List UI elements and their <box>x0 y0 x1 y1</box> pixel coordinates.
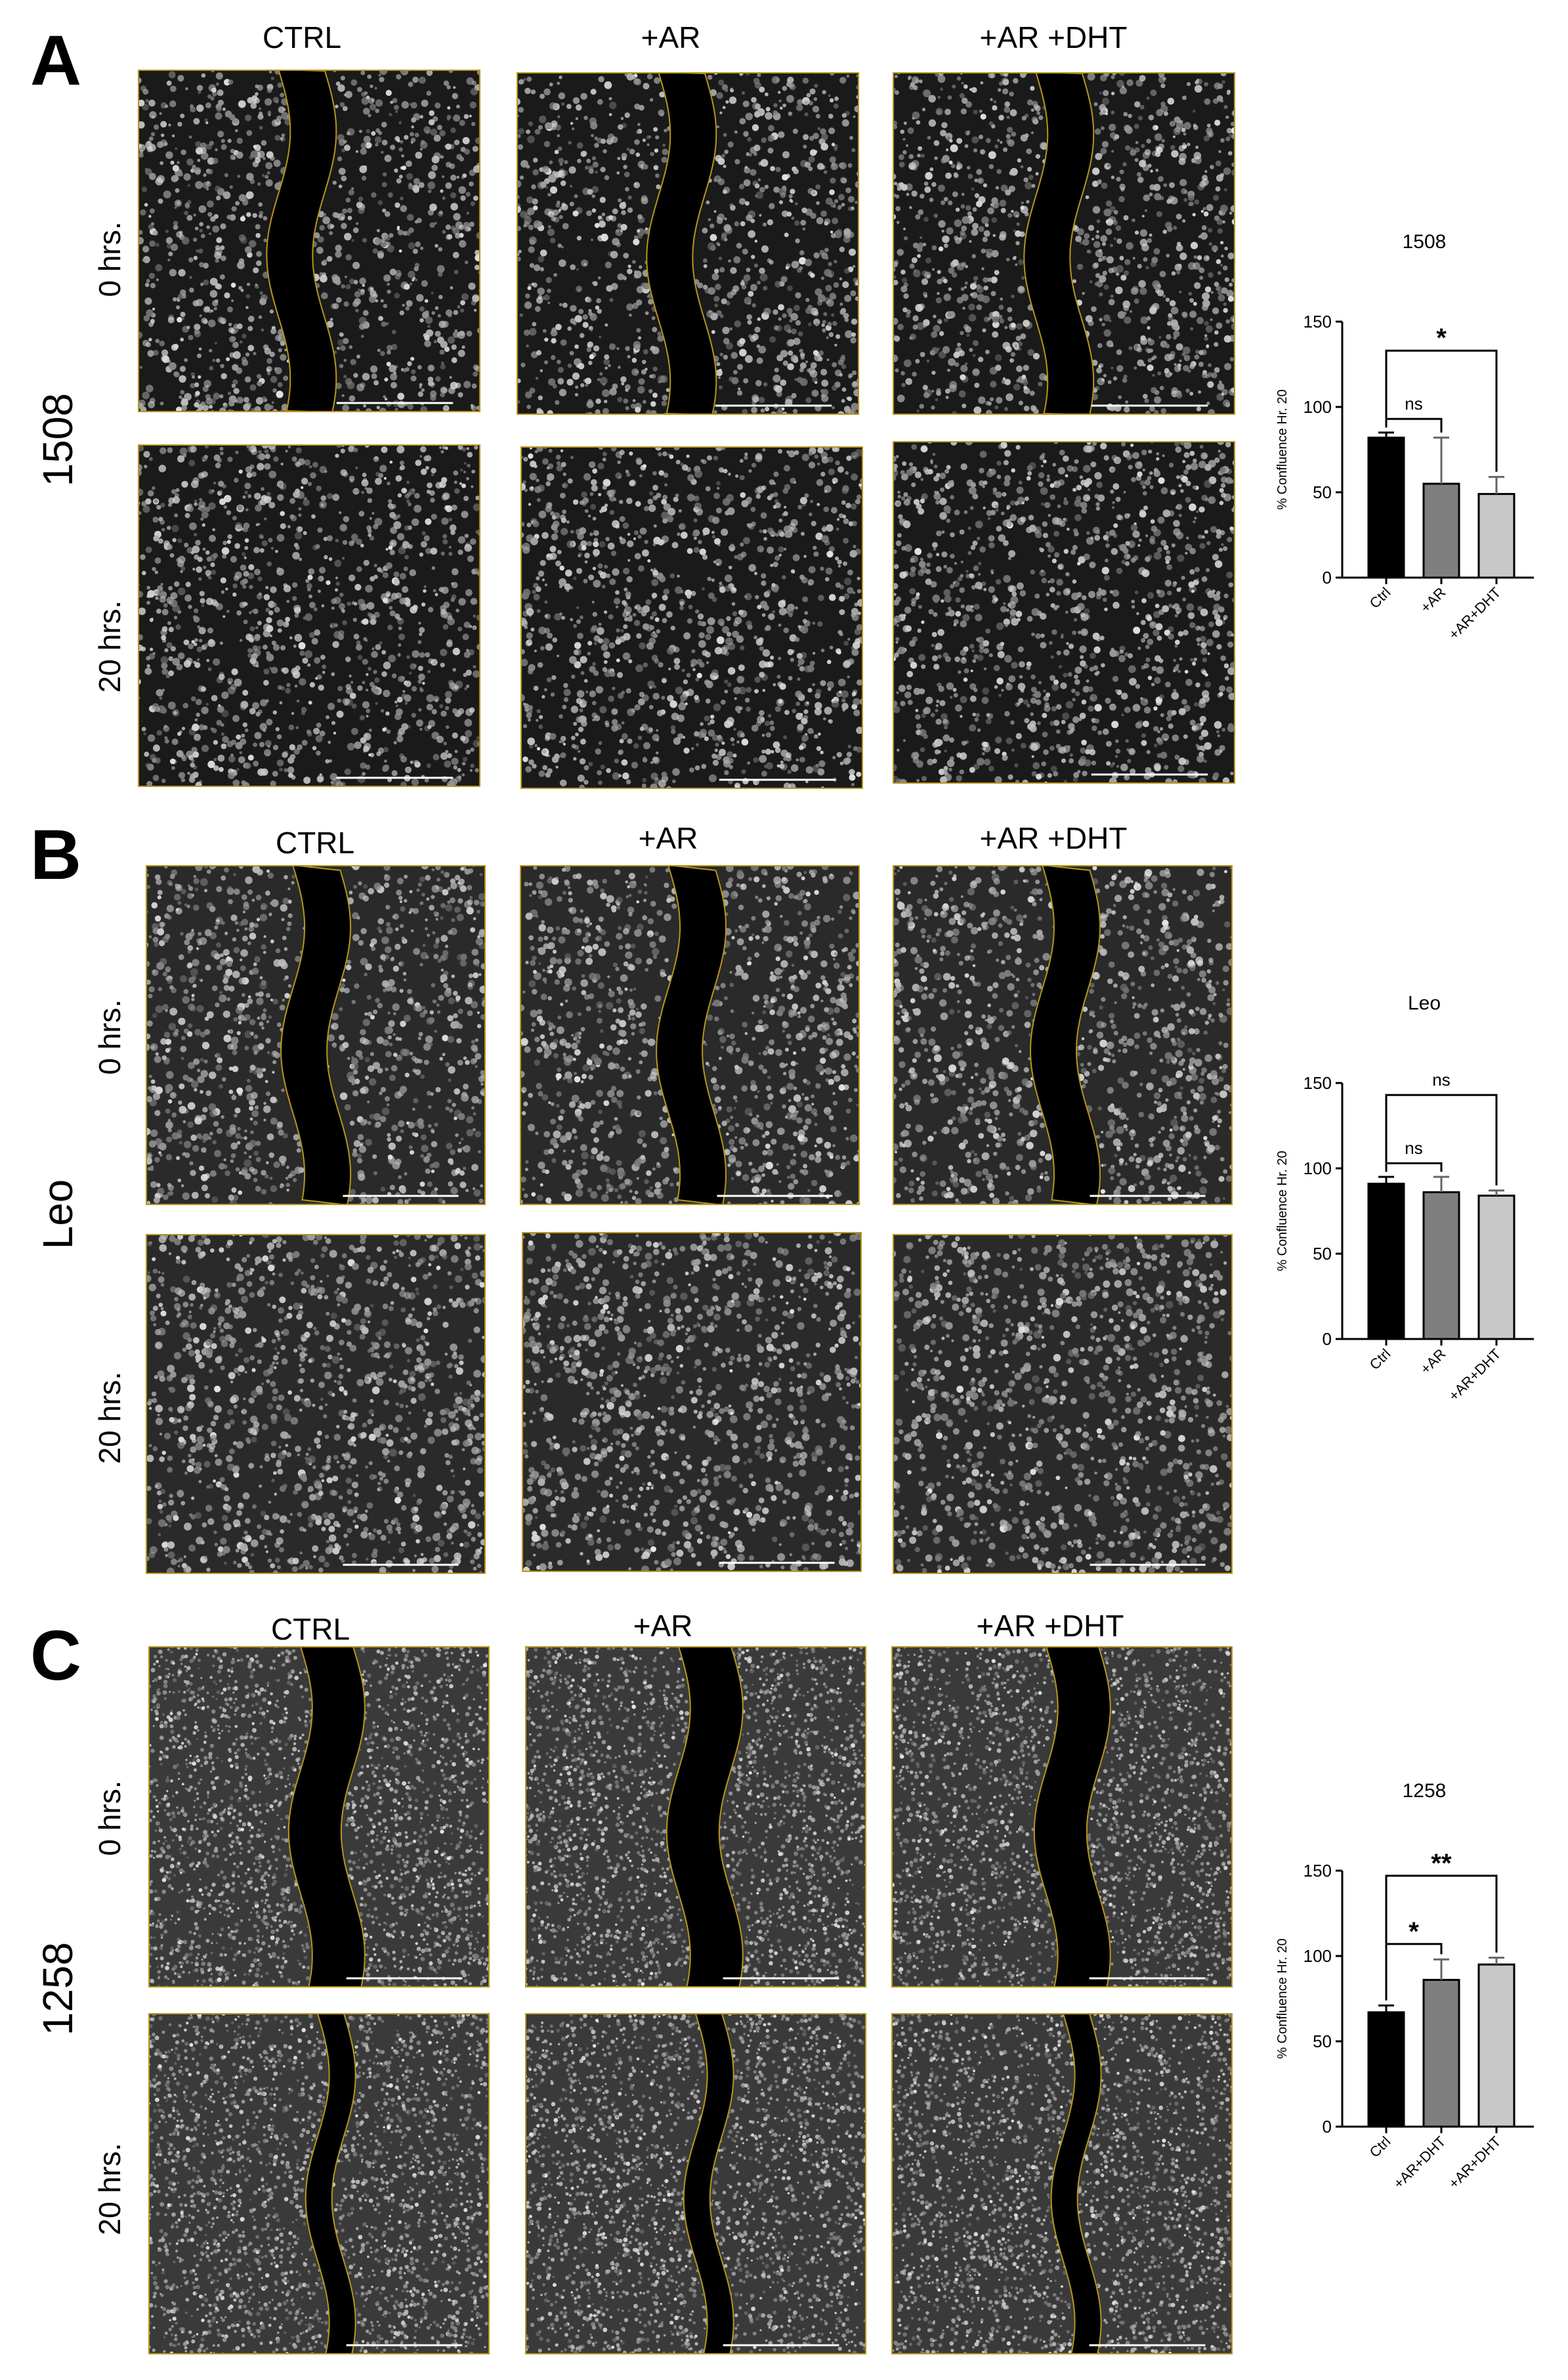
bar <box>1367 1182 1405 1340</box>
bar-chart-1508: 1508 % Confluence Hr. 20 0 50 100 150 Ctrl +AR+… <box>1275 231 1534 643</box>
significance-bracket <box>1385 1875 1498 2001</box>
cell-line-label: Leo <box>33 1179 82 1250</box>
row-label-20-hrs: 20 hrs. <box>92 1372 127 1464</box>
x-tick-label: +AR+DHT <box>1445 1346 1504 1404</box>
x-tick-label: +AR+DHT <box>1445 2133 1504 2192</box>
column-header-ar: +AR <box>639 820 698 856</box>
micrograph-ctrl-0h <box>148 1646 490 1987</box>
y-tick-label: 150 <box>1303 1861 1332 1881</box>
significance-label: ns <box>1432 1070 1450 1090</box>
y-tick-label: 100 <box>1303 1158 1332 1178</box>
x-tick-label: +AR <box>1417 584 1449 616</box>
micrograph-ar-dht-0h <box>891 1646 1233 1987</box>
column-header-ctrl: CTRL <box>263 20 341 55</box>
y-tick-label: 50 <box>1313 1244 1332 1264</box>
micrograph-ar-dht-20h <box>891 2013 1233 2354</box>
chart-title: Leo <box>1408 992 1441 1014</box>
bar <box>1422 482 1460 579</box>
x-tick-label: +AR+DHT <box>1445 584 1504 643</box>
micrograph-ar-0h <box>517 72 859 415</box>
y-tick-label: 150 <box>1303 312 1332 331</box>
x-tick-label: Ctrl <box>1367 584 1394 612</box>
bar <box>1422 1191 1460 1340</box>
row-label-20-hrs: 20 hrs. <box>92 601 127 693</box>
panel-letter-a: A <box>30 25 81 96</box>
significance-bracket <box>1385 349 1498 472</box>
bar <box>1367 436 1405 579</box>
y-tick-label: 0 <box>1323 568 1332 587</box>
y-tick-label: 100 <box>1303 397 1332 417</box>
cell-line-label: 1508 <box>33 393 82 486</box>
column-header-ar-dht: +AR +DHT <box>980 20 1128 55</box>
column-header-ctrl: CTRL <box>276 825 354 861</box>
y-tick-label: 100 <box>1303 1946 1332 1966</box>
micrograph-ar-20h <box>520 446 863 789</box>
column-header-ar: +AR <box>641 20 701 55</box>
significance-bracket <box>1385 1162 1443 1172</box>
panel-letter-c: C <box>30 1620 81 1691</box>
chart-title: 1258 <box>1403 1780 1447 1802</box>
micrograph-ctrl-20h <box>138 444 480 787</box>
micrograph-ar-dht-0h <box>893 865 1233 1205</box>
micrograph-ar-0h <box>525 1646 866 1987</box>
x-tick-label: Ctrl <box>1367 1346 1394 1373</box>
micrograph-ar-dht-0h <box>893 72 1235 415</box>
bar-chart-1258: 1258% Confluence Hr. 20050100150Ctrl+AR+… <box>1275 1780 1534 2192</box>
cell-line-label: 1258 <box>33 1942 82 2035</box>
significance-bracket <box>1385 1094 1498 1185</box>
bar <box>1477 1195 1515 1340</box>
bar <box>1477 493 1515 579</box>
significance-bracket <box>1385 417 1443 433</box>
row-label-20-hrs: 20 hrs. <box>92 2143 127 2236</box>
micrograph-ar-20h <box>522 1232 862 1572</box>
bar <box>1477 1963 1515 2128</box>
micrograph-ar-dht-20h <box>893 1234 1233 1574</box>
bar-chart-leo: Leo % Confluence Hr. 20 0 50 100 150 Ctrl +AR+A… <box>1275 992 1534 1404</box>
column-header-ar: +AR <box>633 1608 693 1644</box>
y-tick-label: 150 <box>1303 1073 1332 1093</box>
micrograph-ctrl-0h <box>138 70 480 412</box>
y-tick-label: 0 <box>1323 2117 1332 2136</box>
y-tick-label: 0 <box>1323 1329 1332 1349</box>
micrograph-ctrl-20h <box>148 2013 490 2354</box>
bar <box>1367 2011 1405 2128</box>
row-label-0-hrs: 0 hrs. <box>92 221 127 297</box>
column-header-ctrl: CTRL <box>271 1611 350 1647</box>
y-axis-label: % Confluence Hr. 20 <box>1275 389 1290 509</box>
y-tick-label: 50 <box>1313 482 1332 502</box>
significance-label: ** <box>1431 1849 1452 1878</box>
x-tick-label: +AR <box>1417 1346 1449 1377</box>
micrograph-ar-dht-20h <box>893 441 1235 784</box>
significance-label: * <box>1436 324 1447 352</box>
column-header-ar-dht: +AR +DHT <box>980 820 1128 856</box>
y-tick-label: 50 <box>1313 2031 1332 2051</box>
row-label-0-hrs: 0 hrs. <box>92 999 127 1074</box>
micrograph-ar-0h <box>520 865 860 1205</box>
panel-letter-b: B <box>30 819 81 890</box>
y-axis-label: % Confluence Hr. 20 <box>1275 1151 1290 1271</box>
y-axis-label: % Confluence Hr. 20 <box>1275 1938 1290 2058</box>
micrograph-ar-20h <box>525 2013 866 2354</box>
x-tick-label: +AR+DHT <box>1390 2133 1449 2192</box>
chart-title: 1508 <box>1403 231 1447 253</box>
micrograph-ctrl-0h <box>146 865 486 1205</box>
significance-label: * <box>1409 1917 1419 1946</box>
significance-label: ns <box>1405 1138 1422 1158</box>
micrograph-ctrl-20h <box>146 1234 486 1574</box>
column-header-ar-dht: +AR +DHT <box>977 1608 1124 1644</box>
significance-label: ns <box>1405 394 1422 414</box>
bar <box>1422 1978 1460 2128</box>
x-tick-label: Ctrl <box>1367 2133 1394 2161</box>
row-label-0-hrs: 0 hrs. <box>92 1780 127 1856</box>
